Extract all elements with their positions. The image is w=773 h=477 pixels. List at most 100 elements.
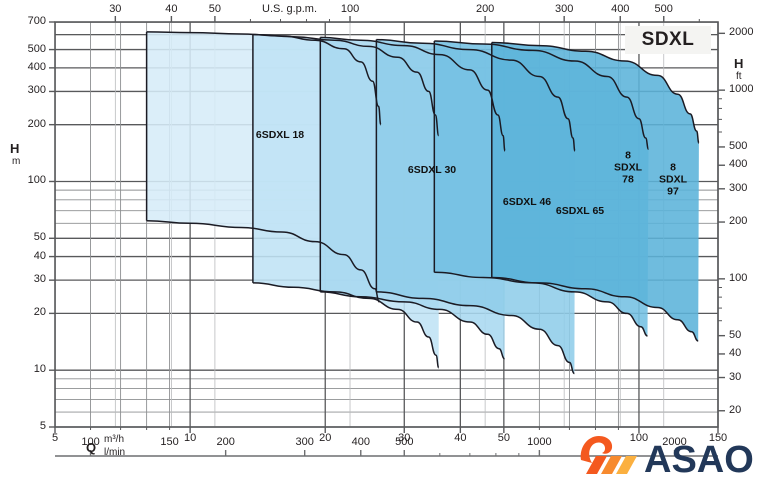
tick-marks-layer <box>49 16 725 433</box>
tick-label-bottom: 20 <box>319 432 332 444</box>
tick-label-top: 50 <box>208 3 222 15</box>
tick-label-right: 100 <box>729 271 748 284</box>
tick-label-left: 100 <box>27 174 46 187</box>
tick-label-bottom: 40 <box>454 432 467 444</box>
bottom-axis-symbol: Q <box>86 440 97 455</box>
right-axis-symbol: H <box>734 56 744 71</box>
curve-bands-layer <box>146 31 699 374</box>
tick-label-lmin: 2000 <box>662 436 687 448</box>
curve-upper-6sdxl-18 <box>146 31 382 126</box>
tick-label-left: 500 <box>27 42 46 55</box>
tick-label-right: 50 <box>729 328 742 341</box>
tick-label-lmin: 150 <box>160 436 179 448</box>
tick-label-lmin: 100 <box>81 436 100 448</box>
tick-label-right: 2000 <box>729 26 754 39</box>
chart-title: SDXL <box>641 29 695 50</box>
tick-label-left: 5 <box>39 420 46 432</box>
curve-label-line: SDXL <box>613 161 643 174</box>
tick-label-top: 300 <box>554 3 574 15</box>
tick-label-right: 30 <box>729 370 742 383</box>
tick-label-top: 40 <box>165 3 178 15</box>
logo-wordmark: ASAO <box>644 439 754 476</box>
curve-lower-6sdxl-30 <box>252 282 440 369</box>
tick-label-lmin: 1000 <box>527 436 552 448</box>
tick-label-lmin: 500 <box>395 436 414 448</box>
curve-lower-8sdxl-97 <box>491 276 699 342</box>
tick-label-right: 500 <box>729 139 748 152</box>
tick-label-top: 100 <box>340 3 360 15</box>
mask-left <box>0 0 55 477</box>
tick-label-top: 500 <box>654 3 673 15</box>
curve-upper-6sdxl-30 <box>252 33 440 137</box>
curve-label-8sdxl-78: 8 SDXL 78 <box>614 150 642 185</box>
curve-label-line: 78 <box>622 172 634 185</box>
curve-band-8sdxl-97 <box>491 42 699 341</box>
tick-label-right: 200 <box>729 215 748 228</box>
tick-label-top: 200 <box>475 3 495 15</box>
mask-right <box>719 0 773 477</box>
curve-upper-8sdxl-78 <box>434 40 650 151</box>
tick-label-bottom: 10 <box>183 432 197 444</box>
chart-title-box: SDXL <box>625 26 711 54</box>
tick-label-left: 20 <box>33 306 46 319</box>
asao-logo: ASAO <box>580 436 754 476</box>
curve-label-line: 6SDXL 46 <box>502 196 552 209</box>
curve-label-6sdxl-46: 6SDXL 46 <box>502 196 552 209</box>
logo-stripe-3 <box>616 456 637 474</box>
tick-label-top: 30 <box>109 3 122 15</box>
curve-label-6sdxl-30: 6SDXL 30 <box>407 164 457 177</box>
mask-top <box>0 0 773 22</box>
tick-label-bottom: 30 <box>398 432 411 444</box>
tick-label-top: 400 <box>611 3 630 15</box>
curve-label-line: 6SDXL 65 <box>555 205 605 218</box>
tick-label-right: 300 <box>729 181 748 194</box>
tick-label-bottom: 50 <box>497 432 510 444</box>
plot-frame <box>54 21 719 428</box>
tick-label-right: 400 <box>729 158 748 171</box>
curve-label-8sdxl-97: 8 SDXL 97 <box>659 162 687 197</box>
curve-label-6sdxl-65: 6SDXL 65 <box>555 205 605 218</box>
tick-label-bottom: 150 <box>708 432 728 444</box>
tick-label-right: 20 <box>729 403 742 416</box>
curve-label-line: 8 <box>625 149 631 162</box>
curve-upper-6sdxl-46 <box>320 36 506 152</box>
tick-label-left: 30 <box>33 273 46 286</box>
tick-label-bottom: 5 <box>51 432 59 444</box>
tick-label-right: 1000 <box>729 83 754 96</box>
left-axis-symbol: H <box>10 141 20 156</box>
tick-label-left: 200 <box>27 117 46 130</box>
tick-label-right: 40 <box>729 346 742 359</box>
curve-lower-6sdxl-65 <box>376 291 575 375</box>
mask-bottom <box>0 428 773 477</box>
curve-lower-8sdxl-78 <box>434 271 648 337</box>
top-axis-label: U.S. g.p.m. <box>262 3 318 15</box>
logo-swan-icon <box>580 436 613 463</box>
curve-lower-6sdxl-18 <box>146 219 380 303</box>
tick-label-lmin: 400 <box>351 436 370 448</box>
curve-label-line: 6SDXL 30 <box>407 164 457 177</box>
left-axis-unit: m <box>12 156 21 167</box>
curve-upper-6sdxl-65 <box>376 38 576 152</box>
right-axis-unit: ft <box>736 71 742 82</box>
tick-label-left: 50 <box>33 231 46 244</box>
curve-label-line: 8 <box>670 161 676 174</box>
bottom-axis-unit-secondary: l/min <box>104 447 126 458</box>
bottom-axis-unit-primary: m³/h <box>104 434 124 445</box>
tick-label-left: 300 <box>27 84 46 97</box>
tick-label-left: 700 <box>27 15 46 27</box>
curve-label-line: 6SDXL 18 <box>255 129 305 142</box>
curve-label-6sdxl-18: 6SDXL 18 <box>255 129 305 142</box>
curve-label-line: SDXL <box>658 173 688 186</box>
tick-label-lmin: 200 <box>216 436 235 448</box>
tick-label-left: 10 <box>33 363 46 376</box>
curve-upper-8sdxl-97 <box>491 41 700 144</box>
tick-label-left: 400 <box>27 60 46 73</box>
tick-label-left: 40 <box>33 249 46 262</box>
logo-stripe-2 <box>601 456 622 474</box>
tick-label-bottom: 100 <box>629 432 649 444</box>
curve-lower-6sdxl-46 <box>320 291 505 360</box>
curve-label-line: 97 <box>667 184 679 197</box>
